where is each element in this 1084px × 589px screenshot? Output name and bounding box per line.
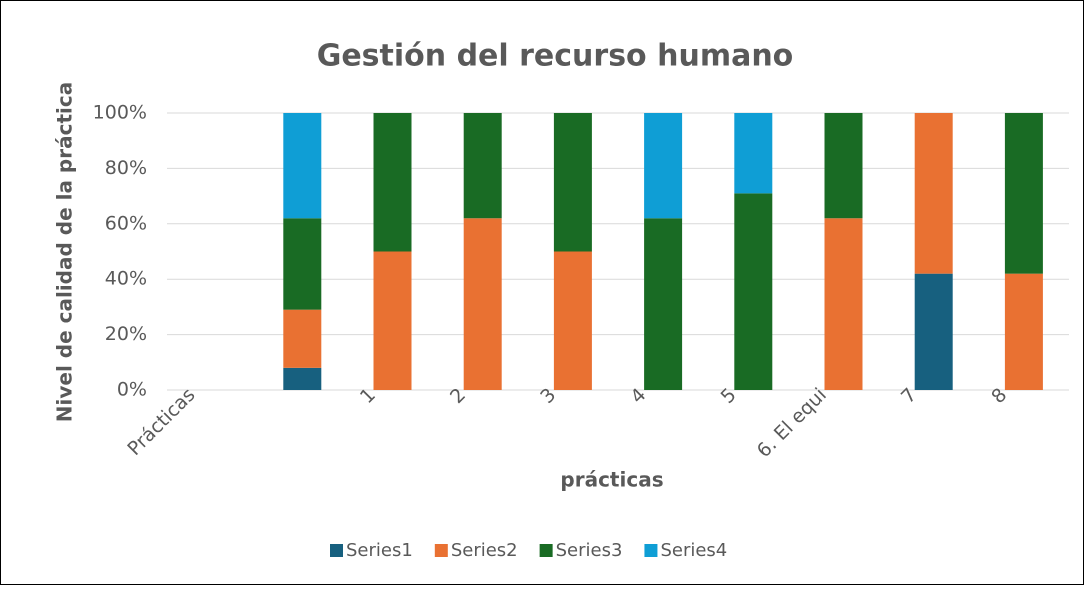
y-tick-label: 100% [93, 102, 147, 124]
y-tick-label: 80% [105, 157, 147, 179]
bar-segment [734, 113, 773, 194]
bar-segment [463, 113, 502, 219]
legend-swatch [539, 544, 553, 557]
bar-segment [824, 113, 863, 219]
legend-label: Series4 [660, 540, 727, 561]
bar-segment [283, 218, 322, 310]
bar-segment [644, 113, 683, 219]
y-tick-label: 20% [105, 323, 147, 345]
bar-segment [373, 113, 412, 252]
bar-segment [644, 218, 683, 390]
legend-swatch [434, 544, 448, 557]
bar-segment [283, 113, 322, 219]
bar-segment [553, 113, 592, 252]
bar-segment [734, 193, 773, 390]
bar-segment [553, 251, 592, 390]
bar-segment [373, 251, 412, 390]
bar-segment [824, 218, 863, 390]
bar-segment [463, 218, 502, 390]
bar-segment [914, 113, 953, 274]
bar-segment [914, 273, 953, 390]
bar-segment [1004, 113, 1043, 274]
y-axis-title: Nivel de calidad de la práctica [53, 82, 77, 422]
bar-segment [283, 309, 322, 368]
legend-label: Series3 [556, 540, 623, 561]
legend-swatch [330, 544, 343, 557]
y-tick-label: 60% [105, 212, 147, 234]
x-axis-title: prácticas [560, 468, 663, 492]
legend-label: Series2 [451, 540, 518, 561]
chart-title: Gestión del recurso humano [317, 39, 794, 74]
bar-segment [1004, 273, 1043, 390]
y-tick-label: 40% [105, 268, 147, 290]
y-tick-label: 0% [117, 379, 147, 401]
legend-label: Series1 [346, 540, 413, 561]
legend-swatch [644, 544, 658, 557]
bar-segment [283, 367, 322, 390]
